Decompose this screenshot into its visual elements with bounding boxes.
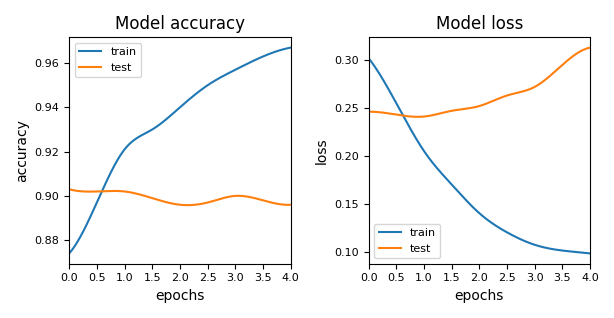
Title: Model loss: Model loss <box>436 15 523 33</box>
test <box>226 195 233 198</box>
train <box>525 241 532 245</box>
train <box>154 125 161 128</box>
train <box>437 170 445 174</box>
test <box>414 115 422 119</box>
test <box>287 203 294 207</box>
train <box>365 56 372 60</box>
train <box>92 203 99 207</box>
test <box>154 197 161 201</box>
X-axis label: epochs: epochs <box>155 289 204 303</box>
test <box>138 193 145 197</box>
Line: test: test <box>69 189 290 205</box>
Line: train: train <box>69 48 290 253</box>
train <box>526 241 534 245</box>
train <box>66 252 73 255</box>
train <box>287 46 294 50</box>
test <box>438 111 445 115</box>
test <box>586 46 594 50</box>
Line: test: test <box>368 48 590 117</box>
Y-axis label: accuracy: accuracy <box>15 119 29 182</box>
Legend: train, test: train, test <box>75 43 141 77</box>
test <box>92 190 99 193</box>
test <box>206 200 213 204</box>
train <box>138 134 145 137</box>
Legend: train, test: train, test <box>374 224 440 258</box>
train <box>453 188 460 191</box>
test <box>66 187 73 191</box>
test <box>392 113 399 116</box>
test <box>505 93 512 97</box>
test <box>453 108 460 112</box>
test <box>365 110 372 114</box>
train <box>504 231 511 235</box>
X-axis label: epochs: epochs <box>455 289 504 303</box>
Y-axis label: loss: loss <box>314 137 328 164</box>
test <box>526 87 533 91</box>
test <box>184 203 191 207</box>
train <box>392 99 399 103</box>
Line: train: train <box>368 58 590 253</box>
train <box>205 83 212 86</box>
train <box>225 71 233 75</box>
Title: Model accuracy: Model accuracy <box>115 15 245 33</box>
test <box>526 87 534 91</box>
train <box>227 71 234 74</box>
test <box>227 195 235 198</box>
train <box>586 252 594 255</box>
